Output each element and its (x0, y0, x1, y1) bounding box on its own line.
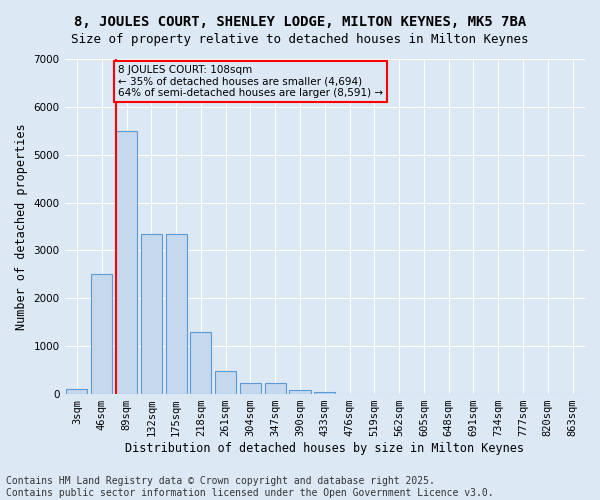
Bar (166, 234, 187, 394)
X-axis label: Distribution of detached houses by size in Milton Keynes: Distribution of detached houses by size … (125, 442, 524, 455)
Bar (91, 274, 112, 394)
Bar (265, 384, 286, 394)
Text: Size of property relative to detached houses in Milton Keynes: Size of property relative to detached ho… (71, 32, 529, 46)
Text: 8, JOULES COURT, SHENLEY LODGE, MILTON KEYNES, MK5 7BA: 8, JOULES COURT, SHENLEY LODGE, MILTON K… (74, 15, 526, 29)
Y-axis label: Number of detached properties: Number of detached properties (15, 123, 28, 330)
Bar (116, 131, 137, 394)
Bar (240, 384, 261, 394)
Bar (141, 234, 162, 394)
Bar (215, 370, 236, 394)
Text: Contains HM Land Registry data © Crown copyright and database right 2025.
Contai: Contains HM Land Registry data © Crown c… (6, 476, 494, 498)
Bar (314, 392, 335, 394)
Bar (289, 390, 311, 394)
Bar (67, 390, 88, 394)
Text: 8 JOULES COURT: 108sqm
← 35% of detached houses are smaller (4,694)
64% of semi-: 8 JOULES COURT: 108sqm ← 35% of detached… (118, 64, 383, 98)
Bar (190, 332, 211, 394)
